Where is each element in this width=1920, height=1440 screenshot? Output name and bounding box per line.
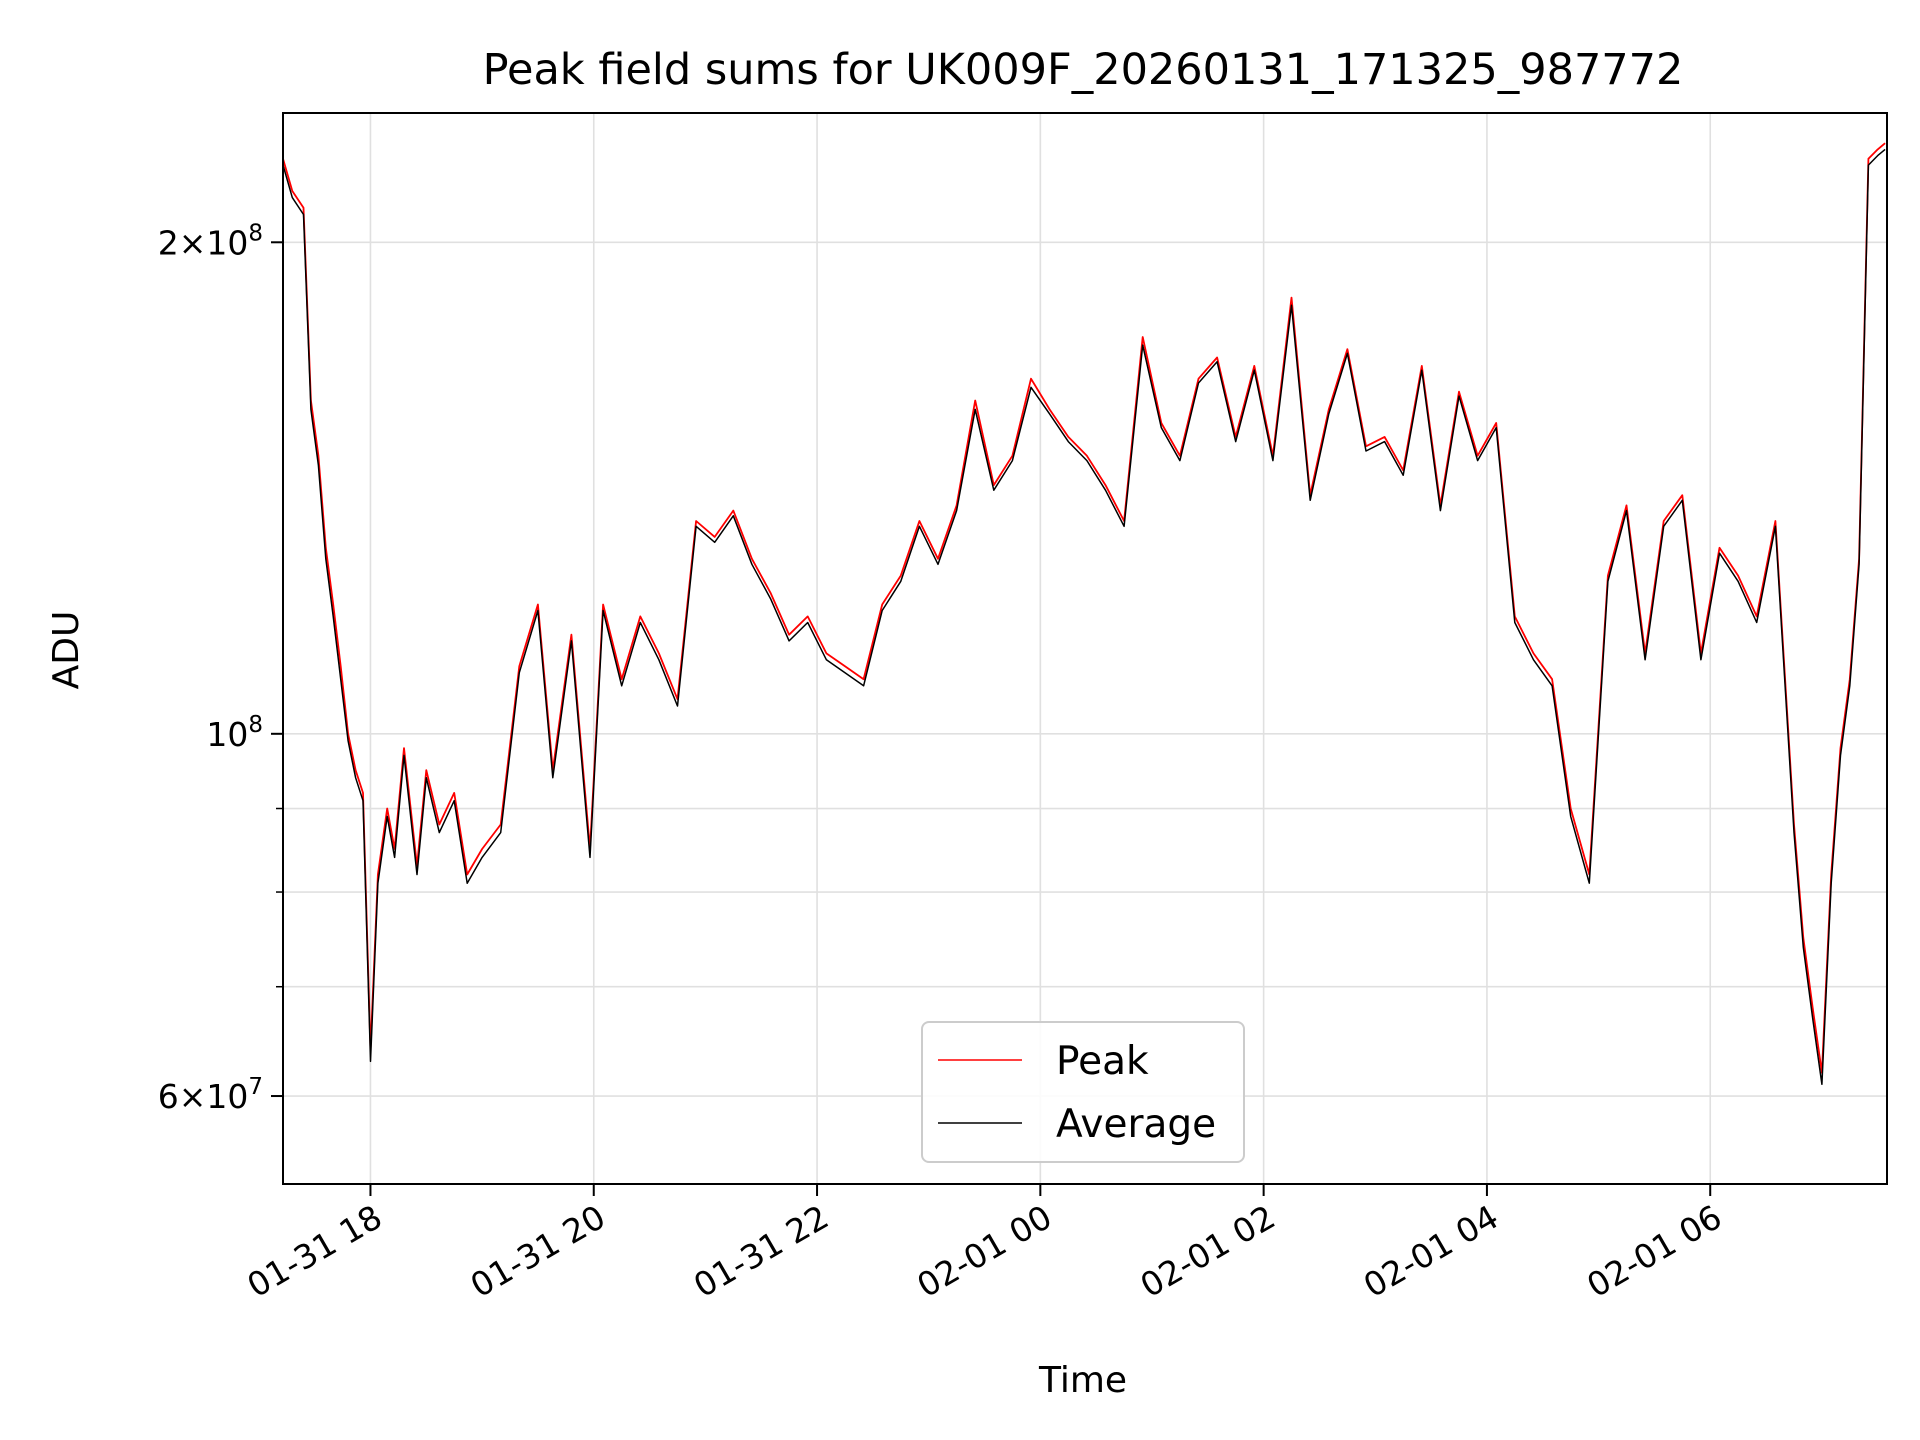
series-line-average bbox=[282, 148, 1886, 1086]
y-tick-label: 108 bbox=[206, 712, 263, 754]
x-tick-label: 02-01 00 bbox=[910, 1197, 1058, 1305]
x-axis-label: Time bbox=[1038, 1360, 1127, 1401]
series-line-peak bbox=[282, 142, 1886, 1074]
x-tick-label: 01-31 22 bbox=[687, 1197, 835, 1305]
legend-peak-label: Peak bbox=[1056, 1039, 1149, 1084]
grid-layer bbox=[283, 113, 1887, 1184]
legend-box bbox=[921, 1021, 1245, 1163]
x-tick-label: 02-01 04 bbox=[1357, 1197, 1505, 1305]
legend: Peak Average bbox=[921, 1021, 1245, 1163]
x-tick-label: 01-31 18 bbox=[240, 1197, 388, 1305]
y-axis-label: ADU bbox=[46, 611, 87, 690]
y-tick-label: 6×107 bbox=[158, 1074, 263, 1116]
y-tick-label: 2×108 bbox=[158, 220, 263, 262]
x-tick-label: 02-01 06 bbox=[1580, 1197, 1728, 1305]
series-layer bbox=[282, 142, 1886, 1086]
chart-title: Peak field sums for UK009F_20260131_1713… bbox=[483, 45, 1684, 95]
plot-frame bbox=[282, 112, 1888, 1185]
legend-average-label: Average bbox=[1056, 1102, 1216, 1147]
x-tick-label: 02-01 02 bbox=[1134, 1197, 1282, 1305]
x-tick-label: 01-31 20 bbox=[464, 1197, 612, 1305]
